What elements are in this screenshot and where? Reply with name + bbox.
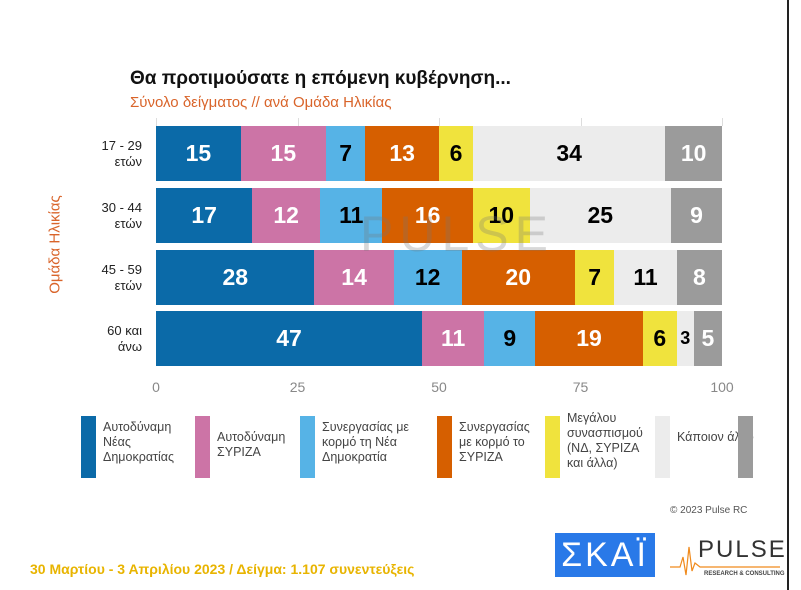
bar-segment: 7	[574, 250, 615, 305]
gridline	[297, 118, 299, 126]
legend-label: Αυτοδύναμη Νέας Δημοκρατίας	[103, 420, 175, 464]
legend-label: Αυτοδύναμη ΣΥΡΙΖΑ	[217, 430, 286, 459]
legend-swatch	[738, 416, 753, 478]
category-label-line: ετών	[114, 278, 142, 293]
bar-segment: 11	[614, 250, 677, 305]
category-label: 17 - 29 ετών	[70, 138, 142, 170]
bar-segment: 16	[382, 188, 473, 243]
legend-swatch	[300, 416, 315, 478]
bar-segment: 34	[472, 126, 666, 181]
bar-segment: 20	[461, 250, 575, 305]
bar-segment: 28	[156, 250, 315, 305]
bar-segment: 10	[665, 126, 722, 181]
category-label: 45 - 59 ετών	[70, 262, 142, 294]
bar-segment: 15	[240, 126, 326, 181]
copyright: © 2023 Pulse RC	[670, 505, 748, 516]
bar-segment: 25	[529, 188, 672, 243]
footer-note: 30 Μαρτίου - 3 Απριλίου 2023 / Δείγμα: 1…	[30, 561, 415, 577]
category-label-line: 30 - 44	[101, 200, 142, 215]
svg-text:RESEARCH & CONSULTING: RESEARCH & CONSULTING	[704, 571, 785, 577]
category-label-line: ετών	[114, 154, 142, 169]
bar-segment: 3	[676, 311, 694, 366]
bar-segment: 47	[156, 311, 423, 366]
legend-swatch	[545, 416, 560, 478]
legend-label: Μεγάλου συνασπισμού (ΝΔ, ΣΥΡΙΖΑ και άλλα…	[567, 411, 643, 470]
category-label: 60 και άνω	[70, 323, 142, 355]
x-tick-label: 50	[431, 379, 447, 395]
bar-segment: 6	[642, 311, 677, 366]
window-border	[787, 0, 801, 590]
legend-label: Συνεργασίας με κορμό τη Νέα Δημοκρατία	[322, 420, 409, 464]
bar-segment: 9	[484, 311, 536, 366]
y-axis-label: Ομάδα Ηλικίας	[46, 195, 64, 294]
legend-swatch	[655, 416, 670, 478]
legend-swatch	[81, 416, 96, 478]
x-tick-label: 75	[572, 379, 589, 395]
gridline	[156, 118, 157, 126]
x-tick-label: 25	[289, 379, 306, 395]
category-label-line: 17 - 29	[101, 138, 142, 153]
legend-label: Συνεργασίας με κορμό το ΣΥΡΙΖΑ	[459, 420, 530, 464]
bar-segment: 7	[325, 126, 366, 181]
bar-segment: 9	[671, 188, 722, 243]
x-tick-label: 0	[152, 379, 160, 395]
category-label-line: 60 και	[107, 323, 142, 338]
bar-segment: 10	[472, 188, 530, 243]
category-label-line: άνω	[117, 339, 142, 354]
bar-segment: 5	[693, 311, 722, 366]
category-label-line: 45 - 59	[101, 262, 142, 277]
legend-label: Κάποιον άλλο	[677, 430, 754, 444]
gridline	[722, 118, 723, 126]
bar-segment: 17	[156, 188, 253, 243]
bar-segment: 19	[535, 311, 643, 366]
bar-segment: 8	[676, 250, 722, 305]
bar-segment: 12	[393, 250, 462, 305]
category-label: 30 - 44 ετών	[70, 200, 142, 232]
bar-segment: 11	[320, 188, 383, 243]
x-tick-label: 100	[710, 379, 734, 395]
category-label-line: ετών	[114, 216, 142, 231]
bar-segment: 11	[422, 311, 485, 366]
bar-segment: 15	[156, 126, 241, 181]
pulse-logo: PULSE RESEARCH & CONSULTING	[670, 536, 785, 577]
bar-segment: 6	[439, 126, 473, 181]
bar-segment: 14	[314, 250, 394, 305]
chart-title: Θα προτιμούσατε η επόμενη κυβέρνηση...	[130, 68, 511, 89]
bar-segment: 13	[365, 126, 439, 181]
chart-subtitle: Σύνολο δείγματος // ανά Ομάδα Ηλικίας	[130, 94, 392, 111]
legend-swatch	[195, 416, 210, 478]
skai-logo: ΣΚΑΪ	[555, 533, 655, 577]
bar-segment: 12	[252, 188, 321, 243]
legend-swatch	[437, 416, 452, 478]
gridline	[439, 118, 440, 126]
gridline	[580, 118, 582, 126]
svg-text:PULSE: PULSE	[698, 536, 785, 563]
